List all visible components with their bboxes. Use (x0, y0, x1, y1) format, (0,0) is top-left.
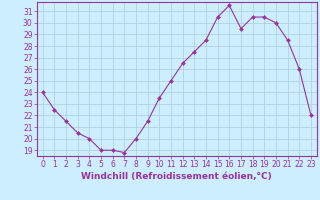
X-axis label: Windchill (Refroidissement éolien,°C): Windchill (Refroidissement éolien,°C) (81, 172, 272, 181)
